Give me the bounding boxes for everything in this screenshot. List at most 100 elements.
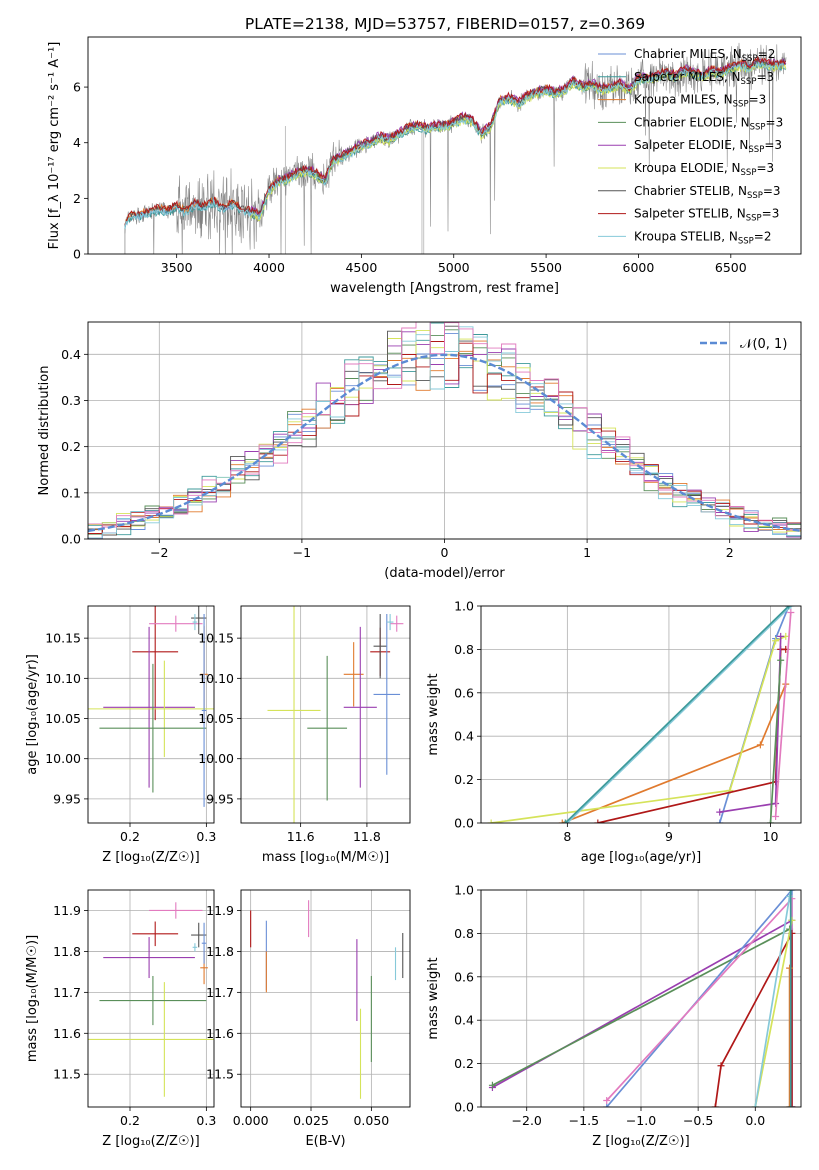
- series-line: [769, 660, 782, 823]
- axes-frame: [480, 605, 802, 824]
- x-tick-label: −1.5: [569, 1113, 599, 1128]
- y-tick-label: 0.4: [454, 729, 474, 744]
- x-tick-label: 0.3: [196, 829, 216, 844]
- y-tick-label: 0.4: [61, 347, 81, 362]
- y-tick-label: 10.00: [45, 751, 81, 766]
- axes-frame: [87, 321, 802, 540]
- y-tick-label: 0.0: [61, 532, 81, 547]
- gaussian-curve: [88, 353, 801, 533]
- series-marker: [711, 1103, 719, 1107]
- y-axis-label: mass weight: [426, 957, 441, 1039]
- series-line: [491, 635, 787, 823]
- y-tick-label: 4: [73, 135, 81, 150]
- plot-area: [488, 890, 796, 1107]
- x-axis-label: (data-model)/error: [384, 566, 505, 581]
- model-kroupa-stelib: [124, 61, 786, 229]
- x-tick-label: 0.2: [120, 829, 140, 844]
- y-tick-label: 11.8: [53, 944, 81, 959]
- legend-label: 𝒩(0, 1): [740, 337, 787, 352]
- panel-spectrum: 3500 4000 4500 5000 5500 6000 6500 0 2 4 6 waveleng…: [47, 36, 802, 296]
- x-tick-label: 0.2: [120, 1113, 140, 1128]
- panel-age-vs-Z: 0.2 0.3 9.95 10.00 10.05 10.10 10.15 Z [log₁₀(Z…: [25, 605, 216, 865]
- y-tick-label: 11.8: [206, 944, 234, 959]
- errorbar-point: [192, 614, 198, 631]
- series-line: [774, 612, 792, 817]
- legend-label: Chabrier MILES, NSSP=2: [634, 47, 775, 64]
- plot-area: [88, 902, 214, 1097]
- y-tick-label: 2: [73, 191, 81, 206]
- x-axis-label: age [log₁₀(age/yr)]: [581, 850, 702, 865]
- x-tick-label: 3500: [161, 260, 193, 275]
- legend-subscript: SSP: [738, 236, 754, 246]
- series-marker: [787, 1103, 795, 1107]
- legend-label: Salpeter ELODIE, NSSP=3: [634, 138, 782, 155]
- errorbar-point: [307, 655, 348, 801]
- x-tick-label: 0: [441, 545, 449, 560]
- panel-age-vs-mass: 11.6 11.8 9.95 10.00 10.05 10.10 10.15 mass [lo…: [198, 605, 411, 865]
- y-tick-label: 0.6: [454, 685, 474, 700]
- legend-suffix: =3: [762, 207, 780, 221]
- axes-frame: [87, 889, 215, 1108]
- x-tick-label: −2.0: [512, 1113, 542, 1128]
- errorbar-point: [88, 660, 214, 758]
- panel-residuals: −2 −1 0 1 2 0.0 0.1 0.2 0.3 0.4 (data-model)/error…: [37, 321, 802, 581]
- series-marker: [777, 656, 785, 664]
- plot-area: [250, 900, 404, 1099]
- x-tick-label: 4500: [345, 260, 377, 275]
- y-tick-label: 10.05: [45, 711, 81, 726]
- axes-frame: [87, 36, 802, 255]
- x-tick-label: 6500: [715, 260, 747, 275]
- series-marker: [772, 812, 780, 820]
- y-tick-label: 10.10: [45, 671, 81, 686]
- model-salpeter-stelib: [124, 55, 786, 225]
- series-marker: [717, 1062, 725, 1070]
- plot-area: [88, 322, 801, 539]
- errorbar-point: [132, 921, 179, 947]
- plot-area: [487, 606, 795, 823]
- x-tick-label: −2: [150, 545, 168, 560]
- x-tick-label: 8: [563, 829, 571, 844]
- legend-suffix: =2: [754, 229, 772, 243]
- legend-label: Salpeter STELIB, NSSP=3: [634, 207, 779, 224]
- legend-suffix: =3: [756, 161, 774, 175]
- y-tick-label: 11.6: [53, 1026, 81, 1041]
- plot-area: [267, 606, 404, 823]
- y-tick-label: 11.5: [206, 1067, 234, 1082]
- errorbar-point: [192, 943, 198, 952]
- y-tick-label: 9.95: [53, 791, 81, 806]
- x-axis-label: mass [log₁₀(M/M☉)]: [262, 850, 389, 865]
- series-line: [754, 896, 791, 1107]
- legend-suffix: =3: [763, 184, 781, 198]
- errorbar-point: [149, 615, 203, 632]
- y-tick-label: 0.2: [454, 772, 474, 787]
- series-marker: [786, 893, 794, 901]
- errorbar-point: [373, 614, 387, 679]
- y-tick-label: 0.4: [454, 1013, 474, 1028]
- axes-frame: [240, 605, 411, 824]
- errorbar-point: [149, 902, 203, 919]
- series-marker: [786, 964, 794, 972]
- y-tick-label: 10.00: [198, 751, 234, 766]
- x-axis-label: E(B-V): [305, 1134, 345, 1149]
- legend-label: Kroupa ELODIE, NSSP=3: [634, 161, 774, 178]
- y-tick-label: 0.3: [61, 393, 81, 408]
- y-tick-label: 0.2: [454, 1056, 474, 1071]
- axes-frame: [240, 889, 411, 1108]
- series-line: [564, 606, 790, 823]
- errorbar-point: [103, 937, 195, 979]
- errorbar-point: [373, 614, 401, 775]
- legend-subscript: SSP: [733, 100, 749, 110]
- series-marker: [716, 819, 724, 823]
- y-tick-label: 0: [73, 247, 81, 262]
- series-marker: [561, 819, 569, 823]
- series-marker: [594, 819, 602, 823]
- errorbar-point: [343, 626, 377, 788]
- series-marker: [787, 609, 795, 617]
- series-marker: [785, 606, 793, 610]
- axes-frame: [87, 605, 215, 824]
- x-tick-label: 6000: [623, 260, 655, 275]
- y-tick-label: 9.95: [206, 791, 234, 806]
- x-tick-label: 11.6: [287, 829, 315, 844]
- series-marker: [756, 741, 764, 749]
